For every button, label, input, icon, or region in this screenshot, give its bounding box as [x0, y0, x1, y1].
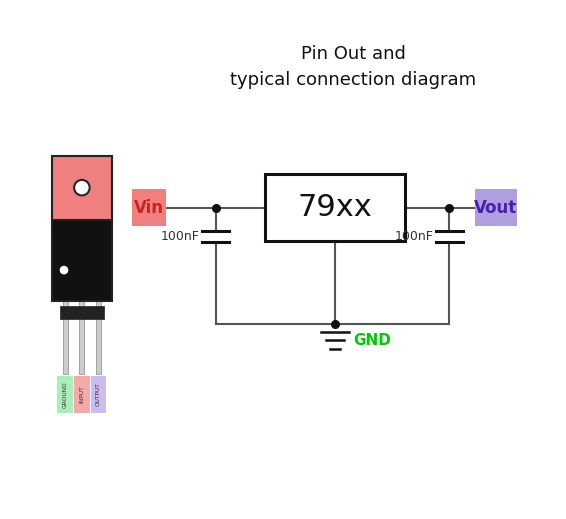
Text: 100nF: 100nF — [395, 230, 434, 243]
Text: 79xx: 79xx — [298, 193, 372, 222]
Bar — [79, 298, 84, 374]
Text: OUTPUT: OUTPUT — [96, 383, 101, 406]
Text: 100nF: 100nF — [161, 230, 200, 243]
Bar — [57, 376, 73, 413]
Text: INPUT: INPUT — [79, 386, 84, 403]
Bar — [132, 189, 166, 226]
Bar — [96, 298, 101, 374]
Bar — [475, 189, 517, 226]
Bar — [60, 306, 104, 319]
Text: Vin: Vin — [134, 199, 164, 216]
Bar — [265, 174, 405, 241]
Text: Pin Out and: Pin Out and — [301, 46, 405, 63]
Text: GROUND: GROUND — [63, 381, 68, 408]
Bar — [74, 376, 89, 413]
Circle shape — [74, 180, 89, 196]
Bar — [63, 298, 68, 374]
Text: Vout: Vout — [474, 199, 517, 216]
Bar — [52, 220, 112, 301]
Text: GND: GND — [353, 333, 391, 348]
Bar — [52, 156, 112, 220]
Text: typical connection diagram: typical connection diagram — [230, 72, 476, 89]
Bar — [91, 376, 106, 413]
Circle shape — [61, 266, 67, 274]
